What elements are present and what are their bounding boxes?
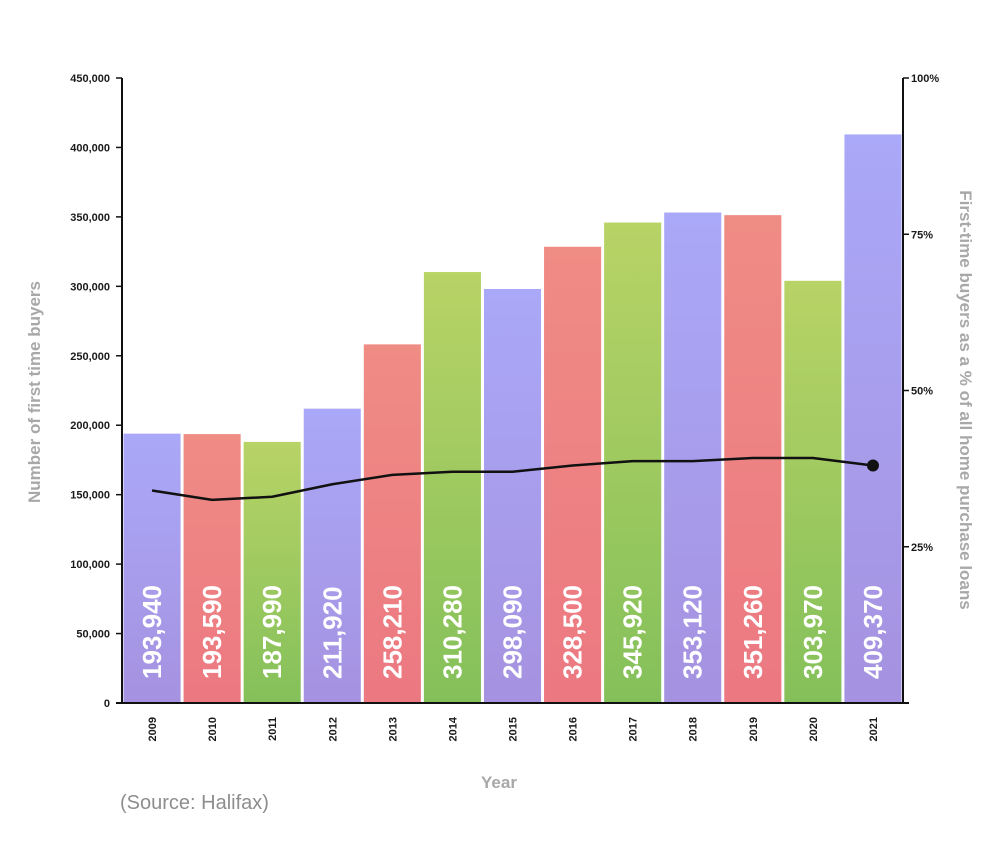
bar-2012 xyxy=(303,408,361,703)
bar-2016 xyxy=(544,246,602,703)
y-tick-label: 50,000 xyxy=(76,629,110,641)
line-end-marker xyxy=(866,459,879,472)
bar-2018 xyxy=(664,212,722,704)
line-series xyxy=(151,456,874,502)
bar-value-label: 193,590 xyxy=(197,585,227,679)
ticks-group: 2009 2010 2011 2012 2013 2014 2015 2016 2017 2018… xyxy=(70,73,939,741)
bar-2009 xyxy=(123,433,181,703)
bar-2011 xyxy=(243,441,301,703)
y2-tick-label: 50% xyxy=(911,386,933,398)
y2-tick-label: 100% xyxy=(911,73,939,85)
x-tick-label: 2021 xyxy=(868,717,880,741)
y-tick-label: 400,000 xyxy=(70,142,110,154)
bar-value-label: 193,940 xyxy=(137,585,167,679)
bar-value-label: 303,970 xyxy=(798,585,828,679)
source-note: (Source: Halifax) xyxy=(120,792,269,814)
bar-2010 xyxy=(183,434,241,703)
y-tick-label: 100,000 xyxy=(70,559,110,571)
bar-2021 xyxy=(844,134,902,704)
x-tick-label: 2017 xyxy=(628,717,640,741)
y-tick-label: 250,000 xyxy=(70,351,110,363)
bar-value-label: 298,090 xyxy=(498,585,528,679)
y-tick-label: 300,000 xyxy=(70,281,110,293)
bar-value-label: 351,260 xyxy=(738,585,768,679)
bar-value-label: 328,500 xyxy=(558,585,588,679)
y-tick-label: 200,000 xyxy=(70,420,110,432)
x-tick-label: 2013 xyxy=(387,717,399,741)
y2-axis-title: First-time buyers as a % of all home pur… xyxy=(956,190,975,609)
x-tick-label: 2016 xyxy=(568,717,580,741)
bar-2020 xyxy=(784,280,842,703)
bar-labels-group: 193,940 193,590 187,990 211,920 258,210 310,2… xyxy=(137,585,888,679)
bar-value-label: 258,210 xyxy=(377,585,407,679)
y-tick-label: 0 xyxy=(104,698,110,710)
y-tick-label: 450,000 xyxy=(70,73,110,85)
x-tick-label: 2012 xyxy=(327,717,339,741)
x-tick-label: 2010 xyxy=(207,717,219,741)
y-tick-label: 350,000 xyxy=(70,212,110,224)
x-tick-label: 2018 xyxy=(688,717,700,741)
x-axis-title: Year xyxy=(481,773,517,792)
y2-tick-label: 75% xyxy=(911,229,933,241)
bar-value-label: 409,370 xyxy=(858,585,888,679)
bar-value-label: 345,920 xyxy=(618,585,648,679)
axes-group xyxy=(116,77,909,704)
bar-2013 xyxy=(363,344,421,703)
x-tick-label: 2011 xyxy=(267,717,279,741)
x-tick-label: 2015 xyxy=(508,717,520,741)
y-axis-title: Number of first time buyers xyxy=(25,281,44,503)
bar-value-label: 187,990 xyxy=(257,585,287,679)
bar-value-label: 353,120 xyxy=(678,585,708,679)
x-tick-label: 2019 xyxy=(748,717,760,741)
bar-2014 xyxy=(423,272,481,703)
x-tick-label: 2020 xyxy=(808,717,820,741)
y-tick-label: 150,000 xyxy=(70,490,110,502)
x-tick-label: 2014 xyxy=(447,716,459,741)
x-tick-label: 2009 xyxy=(147,717,159,741)
bar-value-label: 211,920 xyxy=(317,586,347,679)
bar-2015 xyxy=(483,288,542,703)
line-series-group xyxy=(151,456,879,502)
bar-value-label: 310,280 xyxy=(437,585,467,679)
y2-tick-label: 25% xyxy=(911,542,933,554)
